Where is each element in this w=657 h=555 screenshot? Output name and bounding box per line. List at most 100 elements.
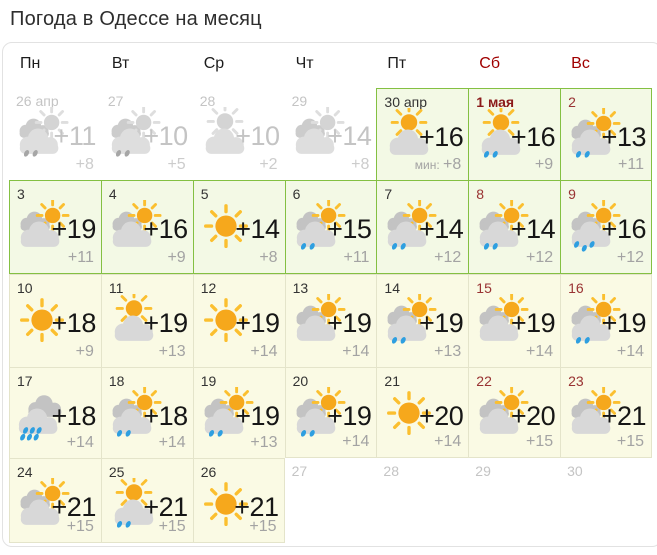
calendar-panel: Пн Вт Ср Чт Пт Сб Вс 26 апр +11 +8 27 +10 +5 28 +10 +2… xyxy=(2,42,657,547)
day-date: 24 xyxy=(17,464,33,480)
day-cell: 29 +14 +8 xyxy=(285,88,377,180)
day-date: 14 xyxy=(384,280,400,296)
day-cell[interactable]: 5 +14 +8 xyxy=(192,180,285,274)
night-temp: +14 xyxy=(342,433,370,450)
day-cell: 30 xyxy=(560,458,652,543)
weekday-header-сб: Сб xyxy=(479,55,500,72)
day-temp: +21 xyxy=(601,401,647,431)
day-cell: 28 xyxy=(376,458,468,543)
day-date: 21 xyxy=(384,373,400,389)
day-temp: +19 xyxy=(601,308,647,338)
day-date: 4 xyxy=(108,186,117,202)
weekday-header-row: Пн Вт Ср Чт Пт Сб Вс xyxy=(9,55,652,88)
day-cell: 27 +10 +5 xyxy=(101,88,193,180)
day-temp: +10 xyxy=(143,121,188,151)
day-cell[interactable]: 23 +21 +15 xyxy=(560,367,652,458)
day-temp: +14 xyxy=(327,121,372,151)
day-cell[interactable]: 25 +21 +15 xyxy=(100,458,193,543)
day-cell[interactable]: 19 +19 +13 xyxy=(192,367,285,458)
cloud-sun-icon xyxy=(105,200,163,256)
day-cell[interactable]: 7 +14 +12 xyxy=(376,180,469,274)
day-date: 6 xyxy=(292,186,301,202)
sun-icon xyxy=(197,200,255,256)
day-date: 26 xyxy=(200,464,217,480)
sun-icon xyxy=(197,294,255,350)
cloud-sun-icon xyxy=(564,108,622,164)
night-temp: +14 xyxy=(526,343,554,360)
day-temp: +19 xyxy=(143,308,188,338)
cloud-sun-icon xyxy=(288,107,346,163)
cloud-sun-icon xyxy=(13,200,71,256)
day-cell[interactable]: 17 +18 +14 xyxy=(9,367,101,458)
day-cell: 29 xyxy=(468,458,560,543)
day-temp: +19 xyxy=(235,401,280,431)
day-cell[interactable]: 14 +19 +13 xyxy=(376,274,469,367)
night-temp: мин: +8 xyxy=(414,156,462,173)
day-cell[interactable]: 6 +15 +11 xyxy=(284,180,377,274)
night-temp: +14 xyxy=(250,343,278,360)
night-temp: +8 xyxy=(351,156,370,173)
night-temp: +12 xyxy=(616,249,644,266)
sun-cloud-icon xyxy=(196,107,254,163)
night-temp: +8 xyxy=(75,156,94,173)
day-date: 29 xyxy=(291,93,308,109)
day-date: 19 xyxy=(200,373,217,389)
day-temp: +18 xyxy=(51,308,97,338)
weekday-header-вт: Вт xyxy=(111,55,130,72)
day-cell: 27 xyxy=(285,458,377,543)
day-cell[interactable]: 26 +21 +15 xyxy=(192,458,285,543)
day-cell[interactable]: 9 +16 +12 xyxy=(560,180,652,274)
day-cell[interactable]: 20 +19 +14 xyxy=(284,367,377,458)
sun-cloud-icon xyxy=(105,478,163,534)
night-temp: +9 xyxy=(534,156,554,173)
cloud-sun-icon xyxy=(472,200,530,256)
day-temp: +13 xyxy=(601,122,647,152)
day-date: 16 xyxy=(568,280,584,296)
night-temp: +11 xyxy=(618,156,644,173)
cloud-sun-icon xyxy=(13,478,71,534)
day-date: 30 xyxy=(567,463,583,479)
day-cell[interactable]: 21 +20 +14 xyxy=(376,367,469,458)
sun-icon xyxy=(197,478,255,534)
day-cell[interactable]: 11 +19 +13 xyxy=(100,274,193,367)
day-temp: +21 xyxy=(234,492,279,522)
day-temp: +21 xyxy=(143,492,188,522)
day-date: 18 xyxy=(108,373,125,389)
day-cell[interactable]: 2 +13 +11 xyxy=(560,88,652,180)
day-temp: +19 xyxy=(327,308,372,338)
day-date: 20 xyxy=(292,373,309,389)
day-cell[interactable]: 24 +21 +15 xyxy=(9,458,101,543)
day-cell[interactable]: 13 +19 +14 xyxy=(284,274,377,367)
cloud-sun-icon xyxy=(564,387,622,443)
day-cell[interactable]: 1 мая +16 +9 xyxy=(468,88,561,180)
night-temp: +15 xyxy=(249,518,277,535)
day-temp: +18 xyxy=(51,401,97,431)
day-cell[interactable]: 16 +19 +14 xyxy=(560,274,652,367)
day-date: 22 xyxy=(476,373,492,389)
day-temp: +16 xyxy=(510,122,556,152)
night-temp: +8 xyxy=(259,249,278,266)
day-cell[interactable]: 22 +20 +15 xyxy=(468,367,561,458)
cloud-sun-icon xyxy=(289,200,347,256)
cloud-sun-icon xyxy=(472,294,530,350)
night-temp: +14 xyxy=(66,434,94,451)
day-cell[interactable]: 15 +19 +14 xyxy=(468,274,561,367)
day-cell[interactable]: 10 +18 +9 xyxy=(9,274,101,367)
day-cell[interactable]: 18 +18 +14 xyxy=(100,367,193,458)
day-temp: +14 xyxy=(235,214,280,244)
day-temp: +19 xyxy=(327,401,372,431)
cloud-sun-icon xyxy=(105,387,163,443)
night-temp: +12 xyxy=(526,249,554,266)
day-cell[interactable]: 12 +19 +14 xyxy=(192,274,285,367)
day-cell[interactable]: 4 +16 +9 xyxy=(100,180,193,274)
day-temp: +20 xyxy=(510,401,556,431)
cloud-sun-icon xyxy=(197,387,255,443)
sun-cloud-icon xyxy=(380,108,438,164)
night-temp: +2 xyxy=(259,156,278,173)
sun-icon xyxy=(380,387,438,443)
day-date: 7 xyxy=(384,186,393,202)
day-cell[interactable]: 3 +19 +11 xyxy=(9,180,101,274)
day-date: 17 xyxy=(17,373,33,389)
day-cell[interactable]: 8 +14 +12 xyxy=(468,180,561,274)
day-cell[interactable]: 30 апр +16 мин: +8 xyxy=(376,88,469,180)
